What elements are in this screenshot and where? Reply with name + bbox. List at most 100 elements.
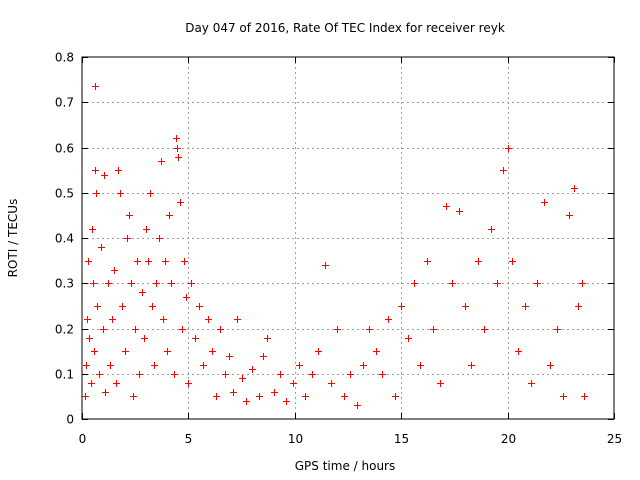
data-point [119,303,126,310]
data-point [86,335,93,342]
y-tick-label: 0.3 [55,277,74,291]
data-point [277,371,284,378]
data-point [171,371,178,378]
data-point [153,280,160,287]
data-point [132,326,139,333]
data-point [366,326,373,333]
data-point [122,348,129,355]
data-point [173,135,180,142]
data-point [515,348,522,355]
data-point [105,280,112,287]
data-point [290,380,297,387]
data-point [264,335,271,342]
data-point [209,348,216,355]
data-point [196,303,203,310]
data-point [373,348,380,355]
data-point [179,326,186,333]
y-tick-label: 0.2 [55,323,74,337]
data-point [430,326,437,333]
data-point [96,371,103,378]
y-tick-label: 0.7 [55,96,74,110]
data-point [309,371,316,378]
data-point [385,316,392,323]
data-point [398,303,405,310]
data-point [136,371,143,378]
data-point [437,380,444,387]
data-point [85,258,92,265]
data-point [149,303,156,310]
data-point [481,326,488,333]
data-point [90,280,97,287]
data-point [145,258,152,265]
data-point [341,393,348,400]
x-axis-label: GPS time / hours [295,459,396,473]
data-point [174,145,181,152]
data-point [147,190,154,197]
data-point [283,398,290,405]
chart-title: Day 047 of 2016, Rate Of TEC Index for r… [185,21,505,35]
axis-ticks [82,57,615,420]
data-point [475,258,482,265]
data-point [522,303,529,310]
data-point [334,326,341,333]
data-point [379,371,386,378]
data-point [347,371,354,378]
data-point [571,185,578,192]
data-point [360,362,367,369]
data-point [162,258,169,265]
data-point [160,316,167,323]
data-point [560,393,567,400]
data-point [124,235,131,242]
data-point [456,208,463,215]
data-point [175,154,182,161]
data-point [405,335,412,342]
data-point [509,258,516,265]
data-point [249,366,256,373]
x-tick-label: 20 [501,432,516,446]
data-point [92,83,99,90]
data-points [82,83,588,409]
data-point [581,393,588,400]
y-tick-label: 0.8 [55,51,74,65]
data-point [226,353,233,360]
y-tick-label: 0.6 [55,142,74,156]
data-point [449,280,456,287]
data-point [126,212,133,219]
data-point [200,362,207,369]
data-point [534,280,541,287]
data-point [424,258,431,265]
data-point [234,316,241,323]
data-point [185,380,192,387]
data-point [192,335,199,342]
data-point [94,303,101,310]
data-point [168,280,175,287]
data-point [468,362,475,369]
data-point [443,203,450,210]
data-point [93,190,100,197]
data-point [141,335,148,342]
data-point [505,145,512,152]
data-point [100,326,107,333]
data-point [84,316,91,323]
x-tick-label: 25 [607,432,622,446]
data-point [102,389,109,396]
data-point [302,393,309,400]
y-tick-label: 0.5 [55,187,74,201]
axis-tick-labels: 0 5 10 15 20 25 0 0.1 0.2 0.3 0.4 0.5 0.6 0.7 0.8 [55,51,622,447]
data-point [271,389,278,396]
x-tick-label: 10 [288,432,303,446]
x-tick-label: 5 [185,432,193,446]
data-point [166,212,173,219]
data-point [392,393,399,400]
data-point [143,226,150,233]
data-point [111,267,118,274]
data-point [205,316,212,323]
data-point [91,348,98,355]
data-point [500,167,507,174]
data-point [243,398,250,405]
data-point [158,158,165,165]
data-point [128,280,135,287]
x-tick-label: 0 [79,432,87,446]
data-point [177,199,184,206]
